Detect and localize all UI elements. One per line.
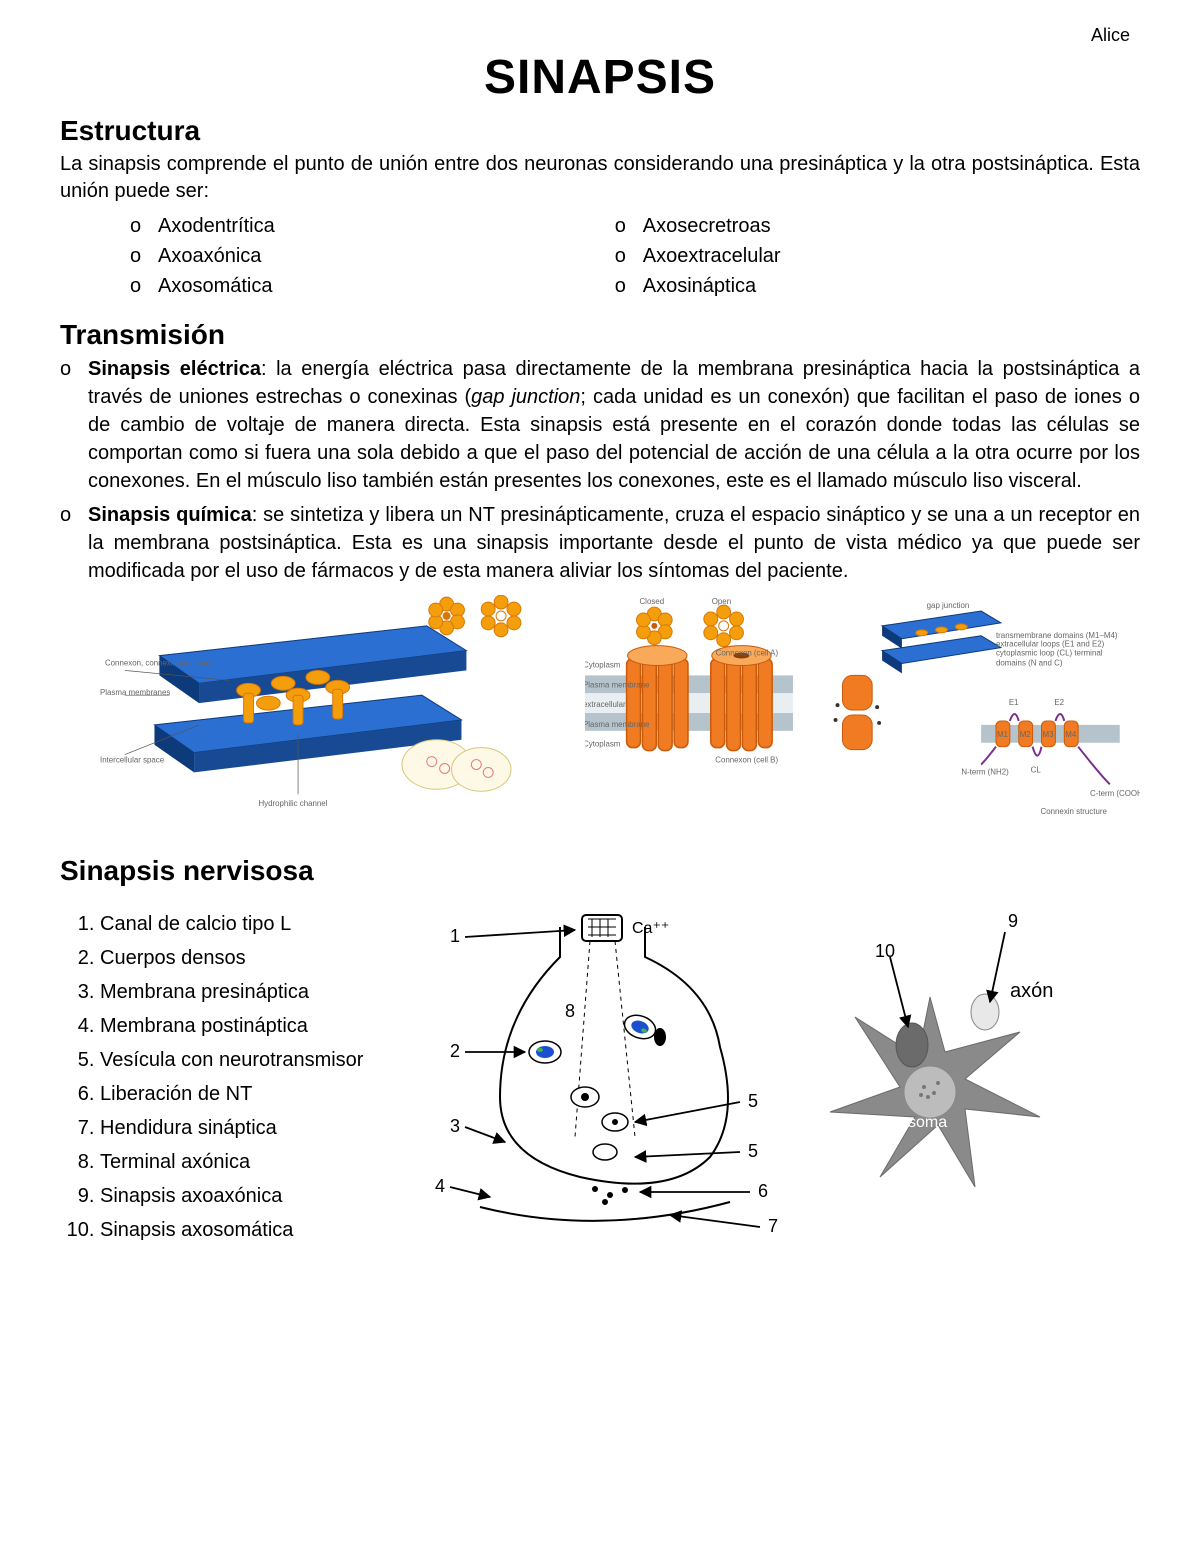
- gap-junction-3d-diagram: Closed Open: [100, 595, 565, 835]
- gap-junction-mini: gap junction: [883, 601, 1002, 673]
- m2-label: M2: [1020, 730, 1031, 739]
- list-item: Hendidura sináptica: [100, 1111, 380, 1145]
- connexon-label: Connexon, connexin monomer: [105, 658, 213, 667]
- nerviosa-section: Canal de calcio tipo L Cuerpos densos Me…: [60, 897, 1140, 1257]
- num-9: 9: [1008, 911, 1018, 931]
- estructura-col1: Axodentrítica Axoaxónica Axosomática: [130, 211, 275, 301]
- list-item: Axosecretroas: [615, 211, 781, 241]
- list-item: Terminal axónica: [100, 1145, 380, 1179]
- e2-label: E2: [1055, 698, 1065, 707]
- num-10: 10: [875, 941, 895, 961]
- open-label: Open: [712, 597, 731, 606]
- gap-junction: gap junction: [471, 386, 580, 408]
- hydro-label: Hydrophilic channel: [258, 799, 327, 808]
- item-quimica: Sinapsis química: se sintetiza y libera …: [60, 501, 1140, 585]
- list-item: Axosináptica: [615, 271, 781, 301]
- cstruct-label: Connexin structure: [1041, 807, 1108, 816]
- closed-connexon-icon: [429, 597, 465, 635]
- m4-label: M4: [1066, 730, 1078, 739]
- axon-label: axón: [1010, 980, 1053, 1002]
- plasma-label: Plasma membranes: [100, 688, 170, 697]
- list-item: Membrana postináptica: [100, 1009, 380, 1043]
- num-8: 8: [565, 1001, 575, 1021]
- num-4: 4: [435, 1176, 445, 1196]
- list-item: Axoextracelular: [615, 241, 781, 271]
- section-nerviosa: Sinapsis nervisosa: [60, 855, 1140, 887]
- cytoplasm-label: Cytoplasm: [585, 740, 621, 749]
- trans-note: transmembrane domains (M1–M4) extracellu…: [996, 631, 1135, 667]
- list-item: Sinapsis axoaxónica: [100, 1179, 380, 1213]
- released-nt: [592, 1186, 628, 1205]
- estructura-intro: La sinapsis comprende el punto de unión …: [60, 151, 1140, 205]
- list-item: Axosomática: [130, 271, 275, 301]
- extra-label: extracellular: [585, 700, 626, 709]
- cl-label: CL: [1031, 765, 1042, 774]
- synapse-diagram: Ca⁺⁺: [410, 897, 1070, 1257]
- section-transmision: Transmisión: [60, 319, 1140, 351]
- ca-label: Ca⁺⁺: [632, 920, 669, 937]
- list-item: Axodentrítica: [130, 211, 275, 241]
- e1-label: E1: [1009, 698, 1019, 707]
- gap-label: gap junction: [927, 601, 970, 610]
- connexin-structure: E1 E2 M1 M2 M3 M4 CL N-term (NH2) C-term…: [962, 698, 1140, 816]
- list-item: Membrana presináptica: [100, 975, 380, 1009]
- soma-label: soma: [908, 1114, 947, 1131]
- single-connexon-pair: [834, 675, 882, 749]
- open-connexon-icon: [481, 595, 521, 637]
- pale-cell-icon: [402, 740, 511, 791]
- list-item: Axoaxónica: [130, 241, 275, 271]
- conn-b-label: Connexon (cell B): [716, 756, 779, 765]
- nterm-label: N-term (NH2): [962, 767, 1010, 776]
- num-5b: 5: [748, 1141, 758, 1161]
- num-6: 6: [758, 1181, 768, 1201]
- conn-a-label: Connexon (cell A): [716, 649, 779, 658]
- label-quimica: Sinapsis química: [88, 504, 252, 526]
- num-1: 1: [450, 926, 460, 946]
- inter-label: Intercellular space: [100, 756, 165, 765]
- author-name: Alice: [1091, 25, 1130, 46]
- num-7: 7: [768, 1216, 778, 1236]
- estructura-col2: Axosecretroas Axoextracelular Axosinápti…: [615, 211, 781, 301]
- cterm-label: C-term (COOH): [1090, 789, 1140, 798]
- connexon-diagrams: Closed Open: [100, 595, 1140, 835]
- num-5: 5: [748, 1091, 758, 1111]
- m3-label: M3: [1043, 730, 1055, 739]
- num-2: 2: [450, 1041, 460, 1061]
- plasma-label: Plasma membrane: [585, 680, 650, 689]
- page-title: SINAPSIS: [60, 50, 1140, 105]
- section-estructura: Estructura: [60, 115, 1140, 147]
- list-item: Vesícula con neurotransmisor: [100, 1043, 380, 1077]
- soma-neuron: soma: [830, 994, 1040, 1187]
- num-3: 3: [450, 1116, 460, 1136]
- connexin-schematic-diagram: Closed Open: [585, 595, 1140, 835]
- label-electrica: Sinapsis eléctrica: [88, 358, 261, 380]
- estructura-list: Axodentrítica Axoaxónica Axosomática Axo…: [60, 211, 1140, 301]
- m1-label: M1: [997, 730, 1009, 739]
- list-item: Cuerpos densos: [100, 941, 380, 975]
- list-item: Sinapsis axosomática: [100, 1213, 380, 1247]
- nerviosa-list: Canal de calcio tipo L Cuerpos densos Me…: [60, 907, 380, 1247]
- item-electrica: Sinapsis eléctrica: la energía eléctrica…: [60, 355, 1140, 495]
- transmision-list: Sinapsis eléctrica: la energía eléctrica…: [60, 355, 1140, 585]
- list-item: Liberación de NT: [100, 1077, 380, 1111]
- cytoplasm-label: Cytoplasm: [585, 660, 621, 669]
- closed-label: Closed: [640, 597, 665, 606]
- list-item: Canal de calcio tipo L: [100, 907, 380, 941]
- plasma-label: Plasma membrane: [585, 720, 650, 729]
